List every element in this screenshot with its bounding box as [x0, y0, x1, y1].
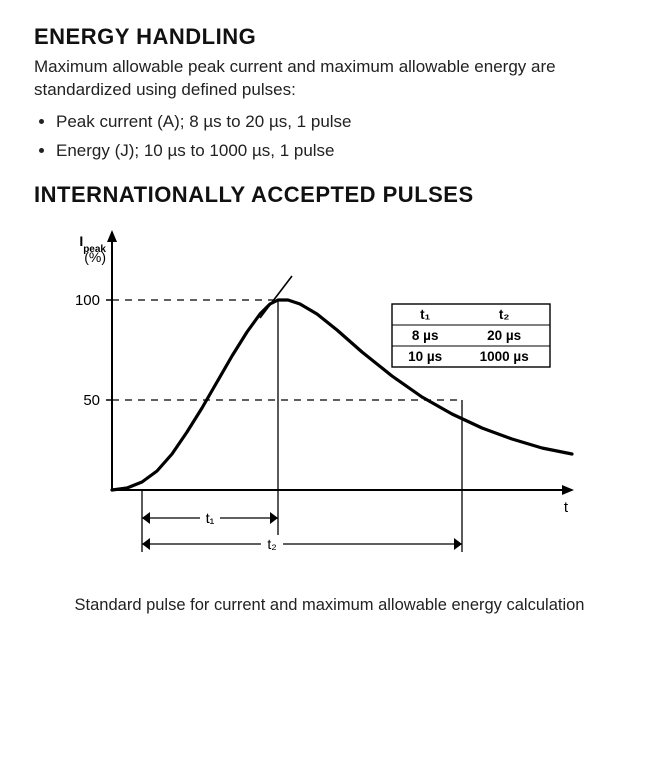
- page-root: ENERGY HANDLING Maximum allowable peak c…: [0, 0, 659, 647]
- svg-text:t₁: t₁: [420, 307, 430, 322]
- chart-caption: Standard pulse for current and maximum a…: [34, 595, 625, 616]
- bullet-item: Peak current (A); 8 µs to 20 µs, 1 pulse: [56, 108, 625, 135]
- bullet-list: Peak current (A); 8 µs to 20 µs, 1 pulse…: [34, 108, 625, 164]
- pulse-chart-svg: 10050Ipeak(%)tt₁t₁t₂t₁t₂8 µs20 µs10 µs10…: [42, 222, 602, 582]
- svg-text:20 µs: 20 µs: [487, 328, 521, 343]
- svg-text:t₁: t₁: [206, 510, 215, 526]
- svg-text:1000 µs: 1000 µs: [480, 349, 529, 364]
- svg-text:8 µs: 8 µs: [412, 328, 439, 343]
- svg-text:t₂: t₂: [267, 536, 276, 552]
- heading-pulses: INTERNATIONALLY ACCEPTED PULSES: [34, 182, 625, 208]
- svg-text:10 µs: 10 µs: [408, 349, 442, 364]
- bullet-item: Energy (J); 10 µs to 1000 µs, 1 pulse: [56, 137, 625, 164]
- intro-paragraph: Maximum allowable peak current and maxim…: [34, 56, 625, 102]
- svg-text:50: 50: [83, 392, 100, 409]
- pulse-chart: 10050Ipeak(%)tt₁t₁t₂t₁t₂8 µs20 µs10 µs10…: [42, 222, 602, 587]
- svg-text:100: 100: [75, 292, 100, 309]
- svg-text:t₂: t₂: [499, 307, 510, 322]
- svg-text:(%): (%): [84, 249, 106, 265]
- heading-energy-handling: ENERGY HANDLING: [34, 24, 625, 50]
